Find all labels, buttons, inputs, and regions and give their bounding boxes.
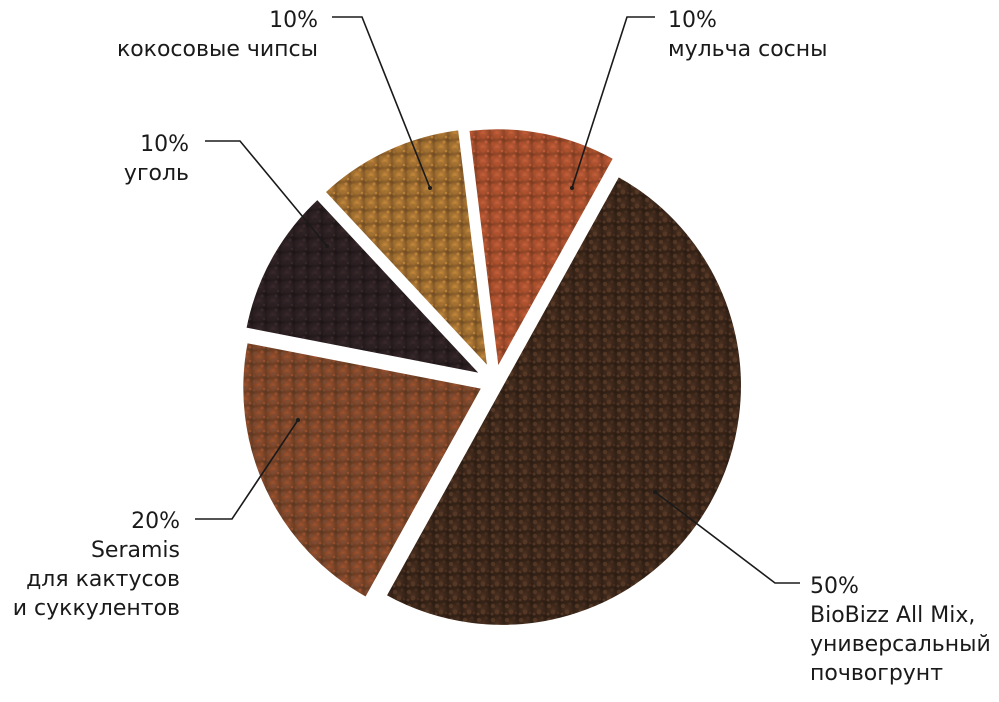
value-label-biobizz: 50% [810, 574, 859, 599]
pie-slice-coco-chips [323, 128, 490, 371]
pie-slice-biobizz [384, 174, 743, 627]
pie-slice-coal [244, 197, 484, 376]
name-line-pine-mulch-1: мульча сосны [668, 37, 828, 62]
name-line-coal-1: уголь [123, 161, 189, 186]
name-line-coco-chips-1: кокосовые чипсы [116, 37, 318, 62]
pie-slice-pine-mulch [467, 127, 616, 372]
leader-dot-coco-chips [428, 186, 432, 190]
leader-dot-biobizz [653, 490, 657, 494]
leader-line-coal [205, 140, 328, 247]
label-coal: 10% уголь [124, 130, 189, 188]
leader-line-seramis [195, 419, 299, 520]
name-line-biobizz-1: BioBizz All Mix, [810, 603, 976, 628]
name-line-seramis-1: Seramis [90, 538, 180, 563]
pie-slice-seramis [241, 340, 484, 600]
leader-line-pine-mulch [571, 16, 655, 189]
value-label-coco-chips: 10% [269, 8, 318, 33]
name-line-seramis-3: и суккулентов [12, 596, 180, 621]
value-label-pine-mulch: 10% [668, 8, 717, 33]
leader-dot-coal [325, 244, 329, 248]
value-label-coal: 10% [140, 132, 189, 157]
name-line-biobizz-2: универсальный [810, 632, 991, 657]
label-seramis: 20% Seramis для кактусов и суккулентов [13, 507, 180, 623]
name-line-biobizz-3: почвогрунт [810, 661, 944, 686]
value-label-seramis: 20% [131, 509, 180, 534]
label-coco-chips: 10% кокосовые чипсы [117, 6, 318, 64]
label-biobizz: 50% BioBizz All Mix, универсальный почво… [810, 572, 991, 688]
name-line-seramis-2: для кактусов [26, 567, 180, 592]
leader-dot-seramis [296, 418, 300, 422]
leader-line-coco-chips [332, 16, 431, 189]
leader-lines [195, 16, 800, 584]
pie-slices [241, 127, 743, 627]
leader-dot-pine-mulch [570, 186, 574, 190]
label-pine-mulch: 10% мульча сосны [668, 6, 828, 64]
leader-line-biobizz [654, 491, 800, 584]
